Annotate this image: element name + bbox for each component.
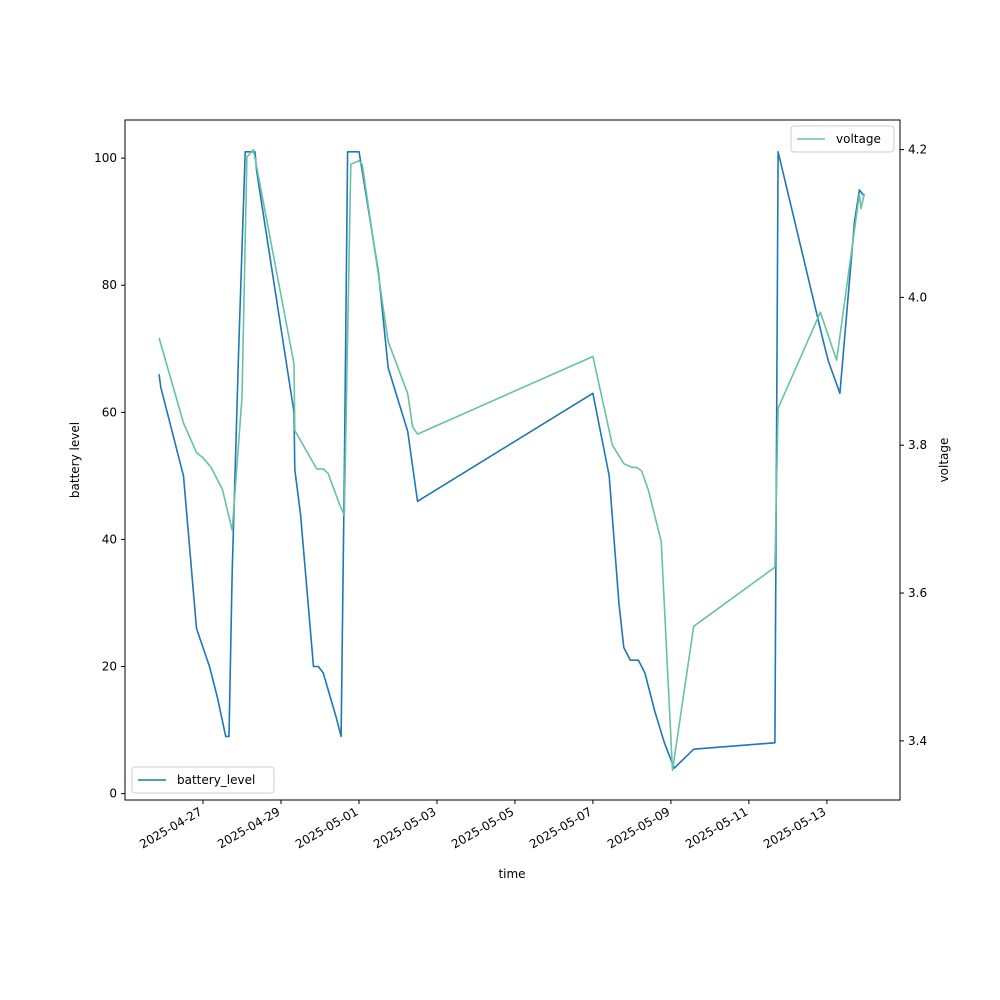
x-axis-label: time bbox=[498, 867, 525, 881]
y-axis-right: 3.4 3.6 3.8 4.0 4.2 bbox=[900, 143, 927, 748]
y-left-tick-label: 40 bbox=[102, 532, 117, 546]
y-left-axis-label: battery level bbox=[68, 422, 82, 498]
y-left-tick-label: 20 bbox=[102, 660, 117, 674]
legend-voltage: voltage bbox=[790, 125, 895, 153]
legend-voltage-label: voltage bbox=[836, 132, 881, 146]
x-tick-label: 2025-05-09 bbox=[605, 804, 672, 851]
legend-battery-level: battery_level bbox=[131, 766, 275, 794]
y-right-tick-label: 3.4 bbox=[908, 734, 927, 748]
x-tick-label: 2025-05-11 bbox=[683, 804, 750, 851]
plot-lines bbox=[158, 148, 866, 772]
series-line-battery-level bbox=[158, 151, 865, 769]
legend-battery-level-label: battery_level bbox=[177, 773, 255, 787]
y-right-tick-label: 3.6 bbox=[908, 586, 927, 600]
y-right-tick-label: 4.2 bbox=[908, 143, 927, 157]
legend-voltage-frame bbox=[790, 125, 895, 153]
x-tick-label: 2025-05-13 bbox=[761, 804, 828, 851]
y-left-tick-label: 100 bbox=[94, 151, 117, 165]
x-tick-label: 2025-04-29 bbox=[215, 804, 282, 851]
x-tick-label: 2025-05-03 bbox=[371, 804, 438, 851]
x-tick-label: 2025-05-07 bbox=[527, 804, 594, 851]
x-tick-label: 2025-05-01 bbox=[293, 804, 360, 851]
y-left-tick-label: 60 bbox=[102, 405, 117, 419]
y-axis-left: 0 20 40 60 80 100 bbox=[94, 151, 125, 801]
y-right-tick-label: 3.8 bbox=[908, 438, 927, 452]
y-left-tick-label: 80 bbox=[102, 278, 117, 292]
y-right-axis-label: voltage bbox=[937, 438, 951, 483]
y-left-tick-label: 0 bbox=[109, 787, 117, 801]
x-tick-label: 2025-05-05 bbox=[449, 804, 516, 851]
y-right-tick-label: 4.0 bbox=[908, 290, 927, 304]
x-tick-label: 2025-04-27 bbox=[137, 804, 204, 851]
plot-frame bbox=[124, 119, 901, 801]
x-axis: 2025-04-27 2025-04-29 2025-05-01 2025-05-03… bbox=[137, 800, 828, 851]
legend-battery-level-frame bbox=[131, 766, 275, 794]
series-line-voltage bbox=[158, 148, 866, 772]
